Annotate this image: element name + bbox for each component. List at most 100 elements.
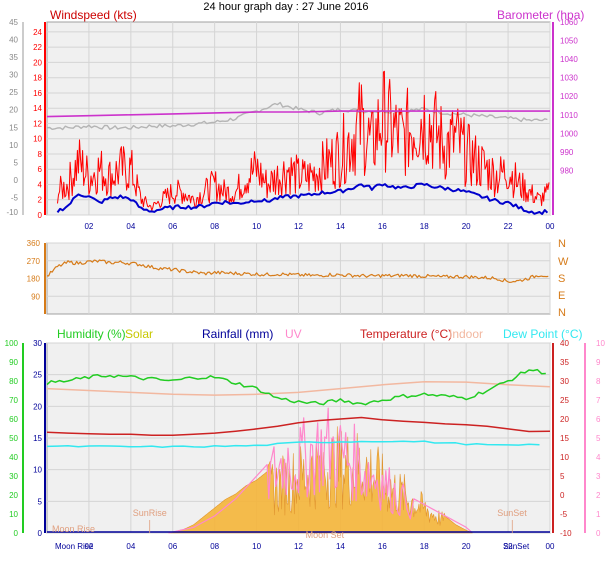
temp-x-tick: 02: [84, 542, 93, 551]
temp-x-tick: 10: [252, 542, 261, 551]
sunrise-label: SunRise: [133, 508, 167, 518]
uv-axis-tick: 2: [596, 491, 601, 500]
barometer-line: [46, 110, 550, 118]
sunset-bottom-label: SunSet: [503, 542, 530, 551]
wind-axis-tick-outer: 0: [14, 176, 19, 185]
compass-label: W: [558, 256, 569, 268]
moonset-label: Moon Set: [306, 530, 345, 540]
direction-axis-tick: 270: [27, 257, 41, 266]
temp-x-tick: 00: [546, 542, 555, 551]
wind-x-tick: 20: [462, 222, 471, 231]
temp-legend-0: Humidity (%): [57, 327, 126, 341]
humidity-axis-tick: 30: [9, 472, 18, 481]
direction-axis-tick: 180: [27, 275, 41, 284]
wind-axis-tick-inner: 8: [38, 150, 43, 159]
temperature-axis-tick: 25: [560, 396, 569, 405]
rainfall-axis-tick: 30: [33, 339, 42, 348]
rainfall-axis-tick: 0: [38, 529, 43, 538]
uv-axis-tick: 7: [596, 396, 601, 405]
temp-x-tick: 22: [504, 542, 513, 551]
direction-grid: [47, 242, 551, 314]
temp-legend-2: Rainfall (mm): [202, 327, 273, 341]
humidity-axis-tick: 20: [9, 491, 18, 500]
barometer-legend: Barometer (hpa): [497, 8, 584, 22]
barometer-axis-tick: 1020: [560, 92, 578, 101]
barometer-axis-tick: 1030: [560, 74, 578, 83]
wind-x-tick: 18: [420, 222, 429, 231]
temp-x-tick: 18: [420, 542, 429, 551]
compass-label: N: [558, 307, 566, 319]
rainfall-axis-tick: 20: [33, 402, 42, 411]
barometer-axis-tick: 1060: [560, 18, 578, 27]
wind-axis-tick-outer: -10: [6, 208, 18, 217]
wind-grid: [47, 22, 551, 216]
wind-axis-tick-inner: 6: [38, 165, 43, 174]
temp-legend-1: Solar: [125, 327, 153, 341]
wind-x-tick: 06: [168, 222, 177, 231]
temperature-line: [46, 416, 551, 437]
windspeed-line: [57, 70, 550, 211]
temp-legend-3: UV: [285, 327, 302, 341]
temp-x-tick: 14: [336, 542, 345, 551]
barometer-axis-tick: 1010: [560, 111, 578, 120]
humidity-axis-tick: 60: [9, 415, 18, 424]
wind-axis-tick-inner: 2: [38, 196, 43, 205]
wind-axis-tick-inner: 10: [33, 135, 42, 144]
temperature-axis-tick: 5: [560, 472, 565, 481]
humidity-line: [46, 368, 546, 406]
humidity-axis-tick: 100: [5, 339, 19, 348]
wind-x-tick: 10: [252, 222, 261, 231]
temp-x-tick: 08: [210, 542, 219, 551]
temp-legend-4: Temperature (°C): [360, 327, 452, 341]
moonrise-label-faint: Moon Rise: [52, 524, 95, 534]
uv-axis-tick: 3: [596, 472, 601, 481]
humidity-axis-tick: 0: [14, 529, 19, 538]
uv-axis-tick: 0: [596, 529, 601, 538]
wind-axis-tick-outer: 40: [9, 36, 18, 45]
wind-x-tick: 02: [84, 222, 93, 231]
barometer-grey-line: [46, 101, 548, 131]
wind-x-tick: 08: [210, 222, 219, 231]
uv-axis-tick: 1: [596, 510, 601, 519]
wind-axis-tick-inner: 22: [33, 43, 42, 52]
temp-legend-6: Dew Point (°C): [503, 327, 582, 341]
wind-axis-tick-outer: 30: [9, 71, 18, 80]
uv-axis-tick: 9: [596, 358, 601, 367]
wind-axis-tick-inner: 0: [38, 211, 43, 220]
wind-axis-tick-outer: -5: [11, 193, 19, 202]
moonrise-label: Moon Rise: [55, 542, 94, 551]
wind-x-tick: 04: [126, 222, 135, 231]
wind-axis-tick-inner: 20: [33, 58, 42, 67]
humidity-axis-tick: 40: [9, 453, 18, 462]
temp-x-tick: 20: [462, 542, 471, 551]
wind-axis-tick-outer: 20: [9, 106, 18, 115]
wind-x-tick: 22: [504, 222, 513, 231]
temperature-axis-tick: -10: [560, 529, 572, 538]
wind-average-line: [56, 182, 549, 215]
compass-label: N: [558, 238, 566, 250]
wind-x-tick: 16: [378, 222, 387, 231]
wind-axis-tick-outer: 35: [9, 53, 18, 62]
rainfall-axis-tick: 15: [33, 434, 42, 443]
uv-axis-tick: 5: [596, 434, 601, 443]
uv-axis-tick: 4: [596, 453, 601, 462]
temperature-axis-tick: 30: [560, 377, 569, 386]
direction-axis-tick: 90: [31, 292, 40, 301]
barometer-axis-tick: 1000: [560, 129, 578, 138]
sunset-label: SunSet: [497, 508, 527, 518]
humidity-axis-tick: 80: [9, 377, 18, 386]
humidity-axis-tick: 50: [9, 434, 18, 443]
solar-area: [168, 426, 473, 534]
wind-axis-tick-inner: 18: [33, 74, 42, 83]
barometer-axis-tick: 1040: [560, 55, 578, 64]
wind-axis-tick-inner: 24: [33, 28, 42, 37]
temp-x-tick: 06: [168, 542, 177, 551]
rainfall-axis-tick: 25: [33, 371, 42, 380]
rainfall-axis-tick: 5: [38, 497, 43, 506]
wind-axis-tick-outer: 10: [9, 141, 18, 150]
indoor-temp-line: [46, 381, 551, 396]
rainfall-axis-tick: 10: [33, 466, 42, 475]
wind-axis-tick-inner: 12: [33, 119, 42, 128]
uv-line: [168, 407, 472, 534]
